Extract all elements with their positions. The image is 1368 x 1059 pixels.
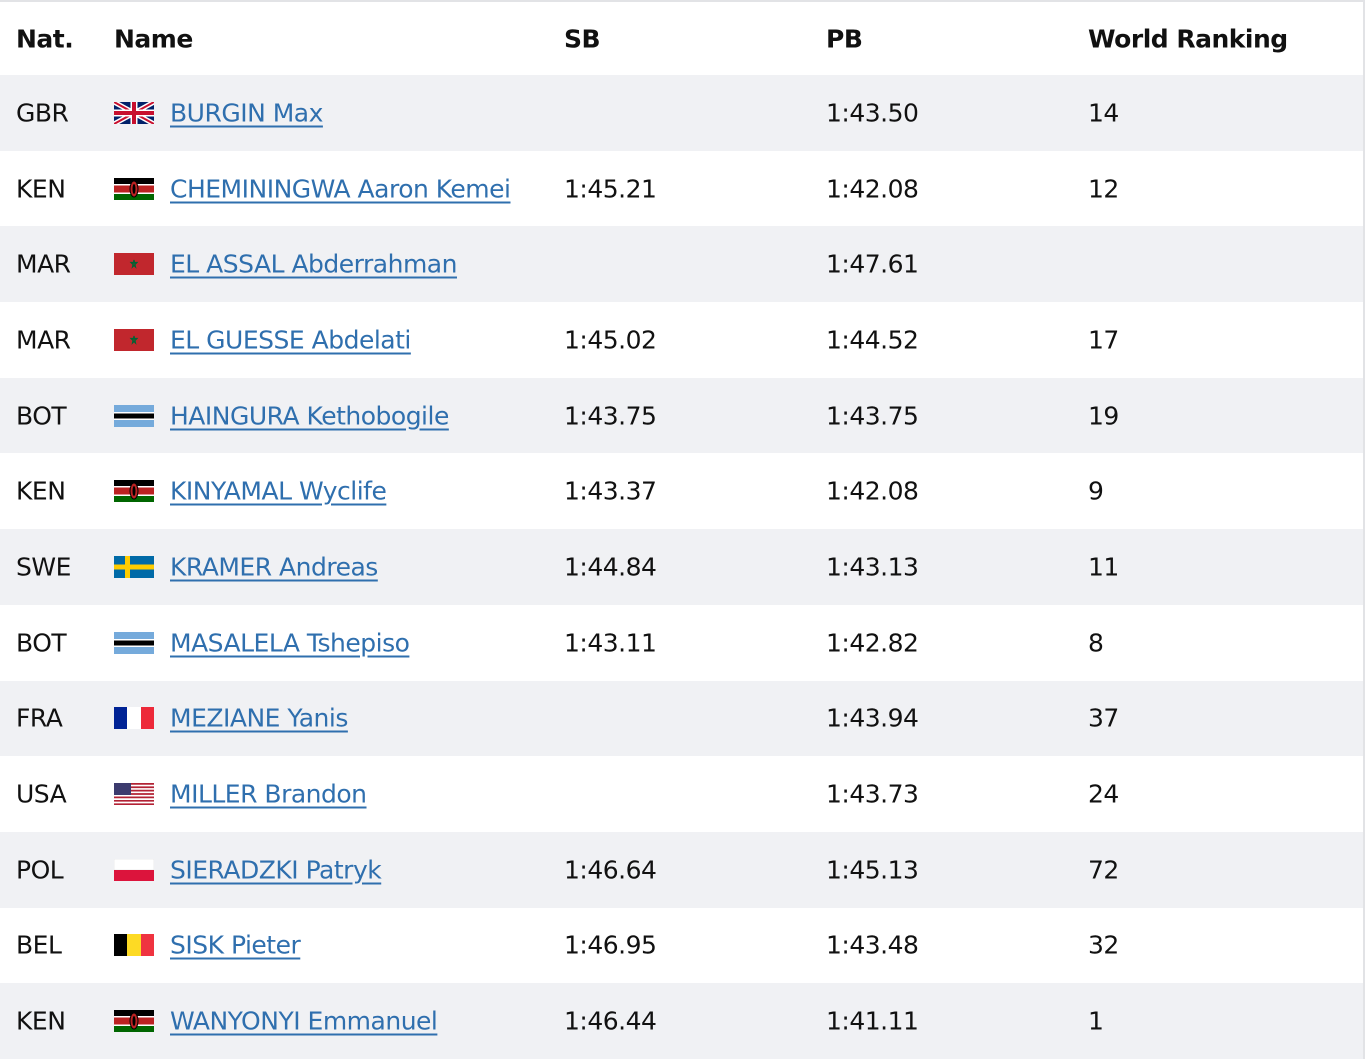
world-ranking: 9: [1088, 476, 1104, 506]
athlete-name[interactable]: KRAMER Andreas: [170, 552, 378, 582]
column-header: SB: [564, 24, 601, 53]
table-row: POL SIERADZKI Patryk 1:46.64 1:45.13 72: [0, 831, 1363, 908]
nationality: USA: [16, 779, 67, 809]
flag-icon: [114, 178, 154, 200]
world-ranking: 37: [1088, 703, 1119, 733]
table-row: BOT MASALELA Tshepiso 1:43.11 1:42.82 8: [0, 605, 1363, 681]
athlete-name[interactable]: SISK Pieter: [170, 930, 301, 960]
flag-icon: [114, 329, 154, 351]
season-best: 1:46.44: [564, 1006, 657, 1036]
nationality: KEN: [16, 1006, 66, 1036]
personal-best: 1:43.48: [826, 930, 919, 960]
nationality: FRA: [16, 703, 63, 733]
season-best: 1:44.84: [564, 552, 657, 582]
athlete-name[interactable]: CHEMININGWA Aaron Kemei: [170, 174, 511, 204]
personal-best: 1:42.08: [826, 174, 919, 204]
column-header: World Ranking: [1088, 24, 1288, 53]
table-row: KEN WANYONYI Emmanuel 1:46.44 1:41.11 1: [0, 983, 1363, 1059]
table-row: BEL SISK Pieter 1:46.95 1:43.48 32: [0, 908, 1363, 984]
personal-best: 1:41.11: [826, 1006, 919, 1036]
world-ranking: 32: [1088, 930, 1119, 960]
personal-best: 1:43.75: [826, 401, 919, 431]
athlete-name[interactable]: EL ASSAL Abderrahman: [170, 249, 457, 279]
world-ranking: 12: [1088, 174, 1119, 204]
table-row: MAR EL ASSAL Abderrahman 1:47.61: [0, 226, 1363, 303]
personal-best: 1:42.08: [826, 476, 919, 506]
flag-icon: [114, 632, 154, 654]
flag-icon: [114, 405, 154, 427]
personal-best: 1:43.13: [826, 552, 919, 582]
flag-icon: [114, 783, 154, 805]
athlete-name[interactable]: HAINGURA Kethobogile: [170, 401, 449, 431]
personal-best: 1:43.73: [826, 779, 919, 809]
nationality: BOT: [16, 628, 67, 658]
world-ranking: 1: [1088, 1006, 1104, 1036]
table-row: KEN CHEMININGWA Aaron Kemei 1:45.21 1:42.08…: [0, 151, 1363, 227]
table-row: SWE KRAMER Andreas 1:44.84 1:43.13 11: [0, 529, 1363, 605]
flag-icon: [114, 556, 154, 578]
world-ranking: 14: [1088, 98, 1119, 128]
flag-icon: [114, 1010, 154, 1032]
personal-best: 1:44.52: [826, 325, 919, 355]
world-ranking: 8: [1088, 628, 1104, 658]
athlete-name[interactable]: SIERADZKI Patryk: [170, 855, 382, 885]
season-best: 1:46.95: [564, 930, 657, 960]
personal-best: 1:43.94: [826, 703, 919, 733]
athlete-name[interactable]: WANYONYI Emmanuel: [170, 1006, 438, 1036]
column-header: Nat.: [16, 24, 74, 53]
table-row: BOT HAINGURA Kethobogile 1:43.75 1:43.75 19: [0, 377, 1363, 454]
world-ranking: 11: [1088, 552, 1119, 582]
nationality: SWE: [16, 552, 71, 582]
world-ranking: 72: [1088, 855, 1119, 885]
flag-icon: [114, 253, 154, 275]
table-row: FRA MEZIANE Yanis 1:43.94 37: [0, 680, 1363, 757]
table-row: MAR EL GUESSE Abdelati 1:45.02 1:44.52 17: [0, 302, 1363, 378]
athlete-name[interactable]: MILLER Brandon: [170, 779, 367, 809]
header-row: Nat. Name SB PB World Ranking: [0, 2, 1363, 75]
table-row: KEN KINYAMAL Wyclife 1:43.37 1:42.08 9: [0, 453, 1363, 529]
season-best: 1:43.11: [564, 628, 657, 658]
athlete-name[interactable]: BURGIN Max: [170, 98, 323, 128]
column-header: Name: [114, 24, 193, 53]
nationality: BOT: [16, 401, 67, 431]
nationality: BEL: [16, 930, 62, 960]
athlete-name[interactable]: MEZIANE Yanis: [170, 703, 348, 733]
athlete-name[interactable]: MASALELA Tshepiso: [170, 628, 410, 658]
flag-icon: [114, 102, 154, 124]
personal-best: 1:47.61: [826, 249, 919, 279]
column-header: PB: [826, 24, 863, 53]
nationality: KEN: [16, 476, 66, 506]
world-ranking: 19: [1088, 401, 1119, 431]
nationality: KEN: [16, 174, 66, 204]
season-best: 1:45.02: [564, 325, 657, 355]
flag-icon: [114, 859, 154, 881]
table-row: USA MILLER Brandon 1:43.73 24: [0, 756, 1363, 832]
table-row: GBR BURGIN Max 1:43.50 14: [0, 75, 1363, 151]
season-best: 1:43.75: [564, 401, 657, 431]
personal-best: 1:45.13: [826, 855, 919, 885]
flag-icon: [114, 707, 154, 729]
athlete-name[interactable]: EL GUESSE Abdelati: [170, 325, 411, 355]
personal-best: 1:42.82: [826, 628, 919, 658]
season-best: 1:46.64: [564, 855, 657, 885]
athlete-name[interactable]: KINYAMAL Wyclife: [170, 476, 387, 506]
nationality: POL: [16, 855, 64, 885]
flag-icon: [114, 934, 154, 956]
nationality: GBR: [16, 98, 69, 128]
world-ranking: 17: [1088, 325, 1119, 355]
personal-best: 1:43.50: [826, 98, 919, 128]
nationality: MAR: [16, 325, 71, 355]
nationality: MAR: [16, 249, 71, 279]
world-ranking: 24: [1088, 779, 1119, 809]
season-best: 1:45.21: [564, 174, 657, 204]
flag-icon: [114, 480, 154, 502]
season-best: 1:43.37: [564, 476, 657, 506]
